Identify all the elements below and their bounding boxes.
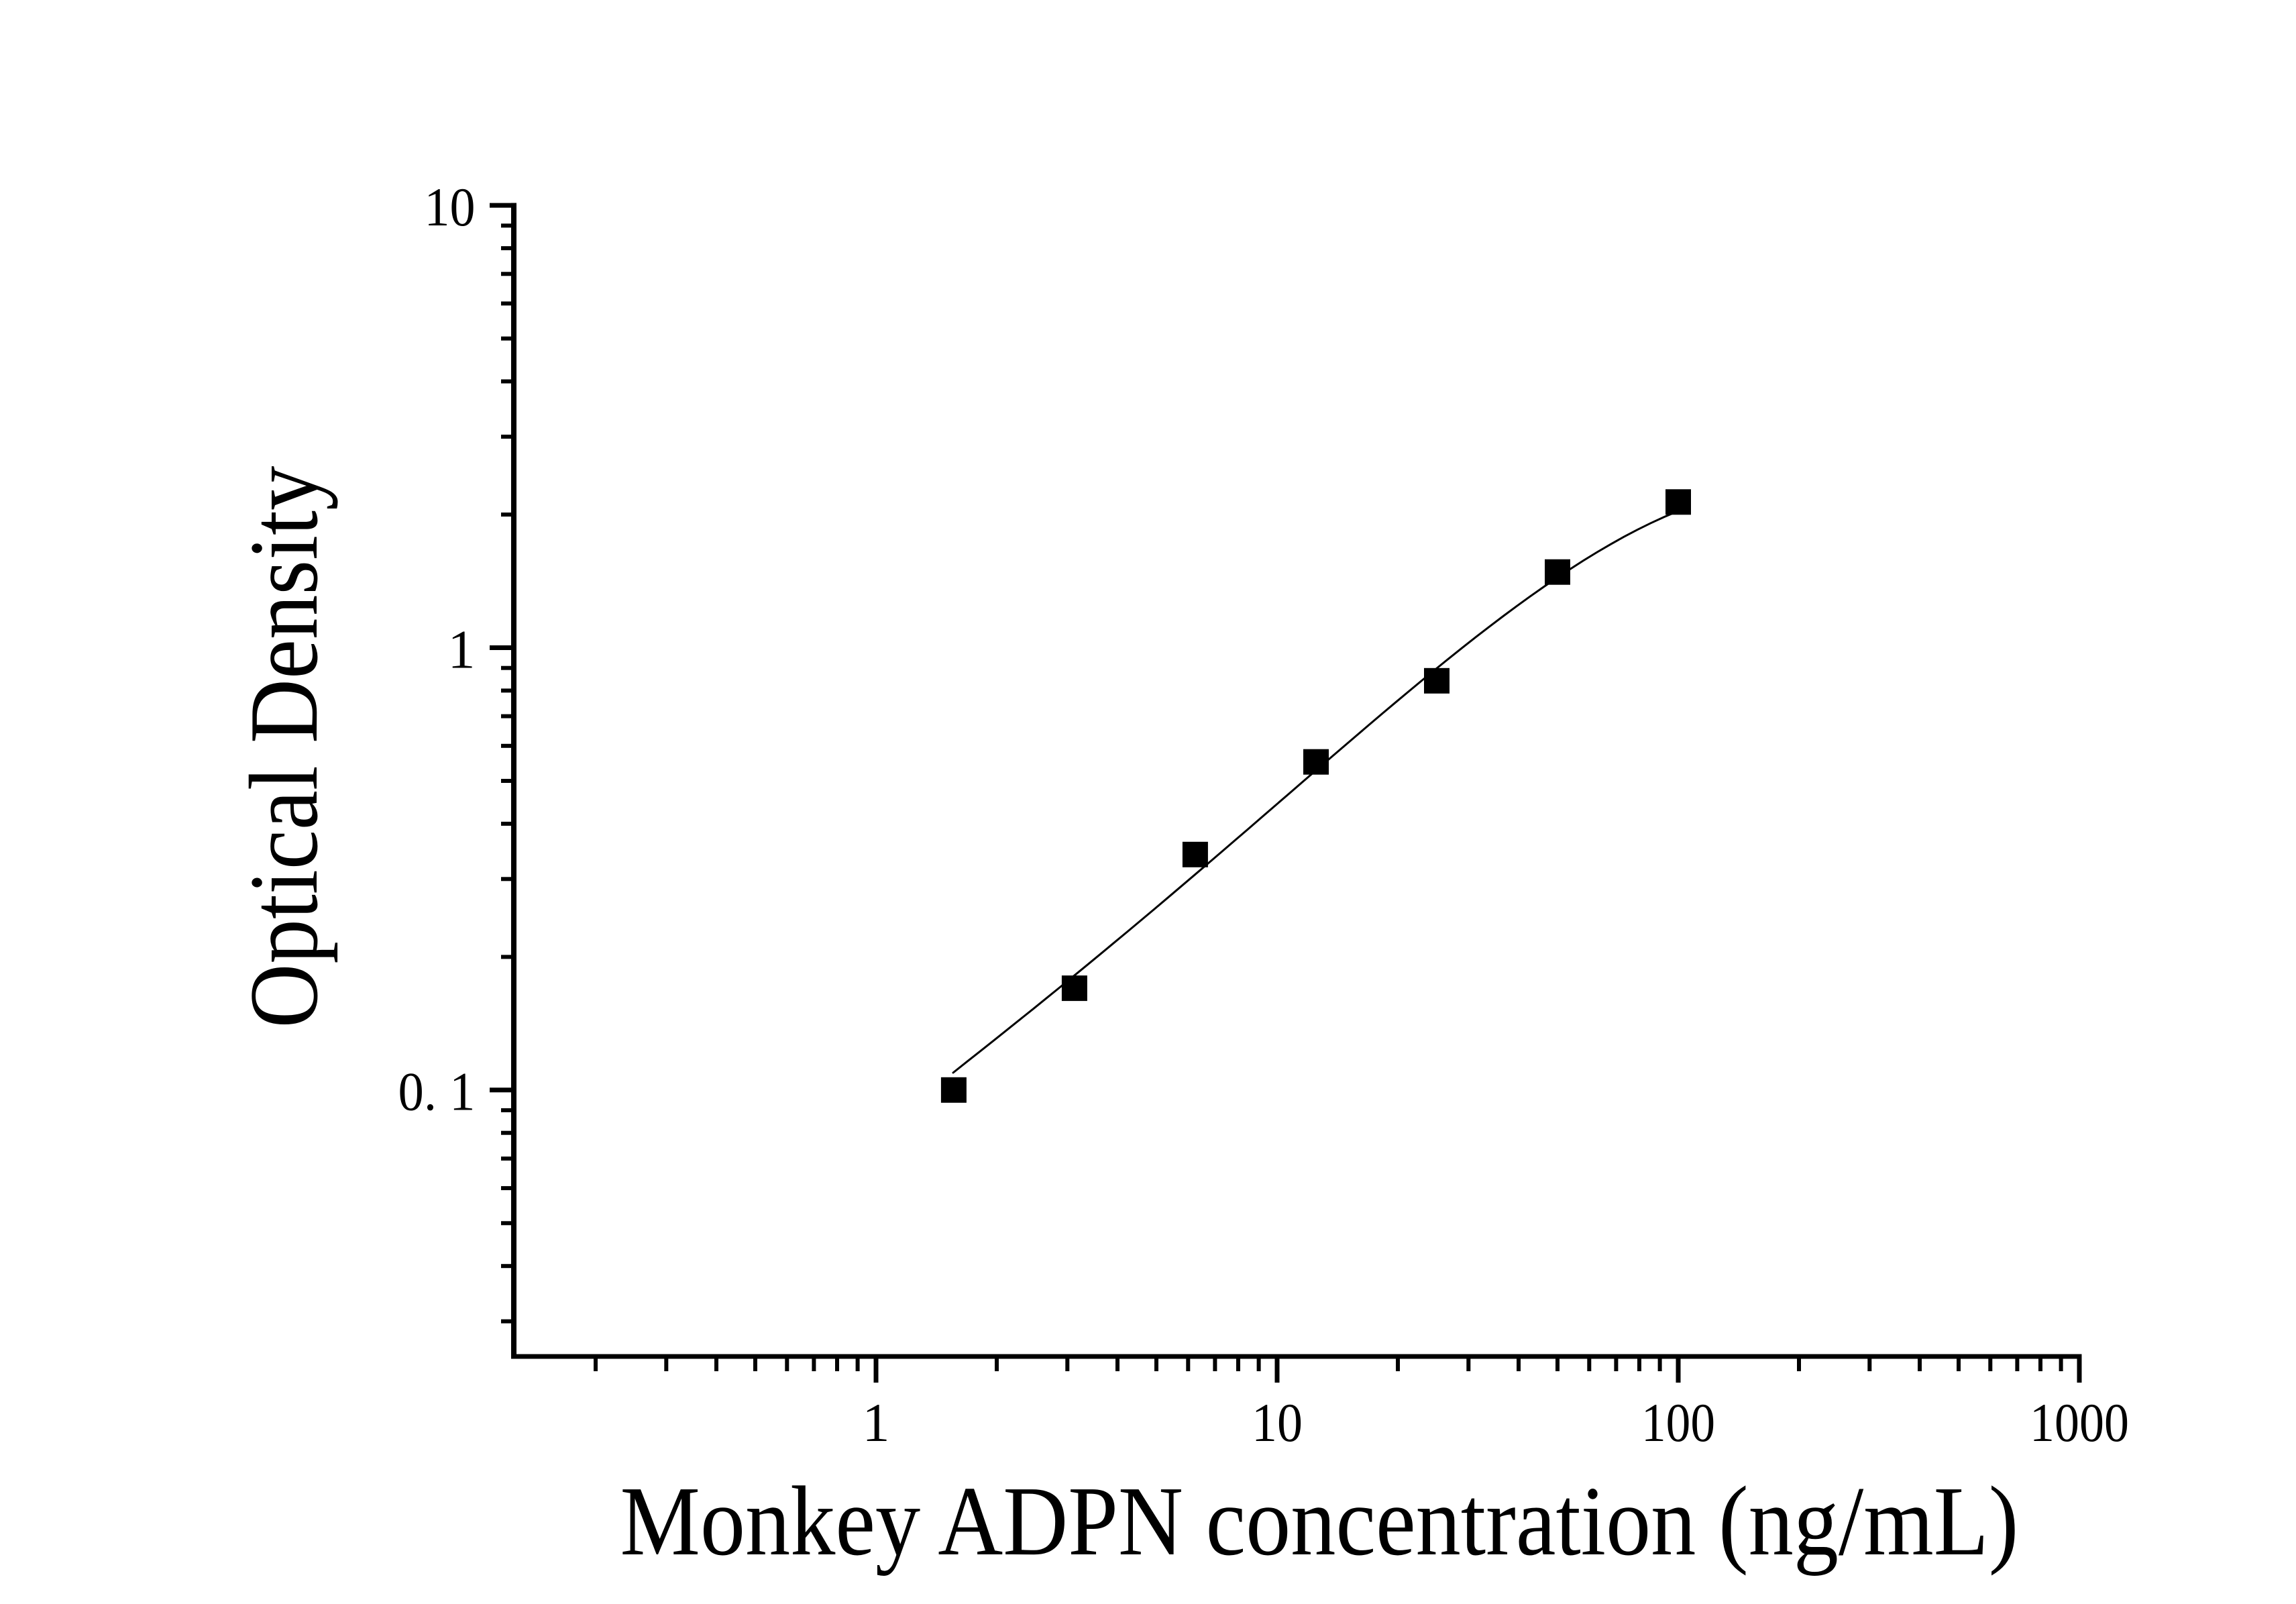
svg-text:0. 1: 0. 1	[398, 1061, 476, 1122]
svg-text:10: 10	[425, 176, 476, 237]
svg-text:1: 1	[448, 619, 476, 680]
svg-text:100: 100	[1641, 1392, 1715, 1453]
svg-text:Monkey ADPN concentration (ng/: Monkey ADPN concentration (ng/mL)	[620, 1466, 2019, 1576]
svg-text:10: 10	[1252, 1392, 1303, 1453]
svg-text:Optical Density: Optical Density	[229, 466, 338, 1028]
svg-text:1: 1	[863, 1392, 890, 1453]
svg-text:1000: 1000	[2030, 1392, 2129, 1453]
